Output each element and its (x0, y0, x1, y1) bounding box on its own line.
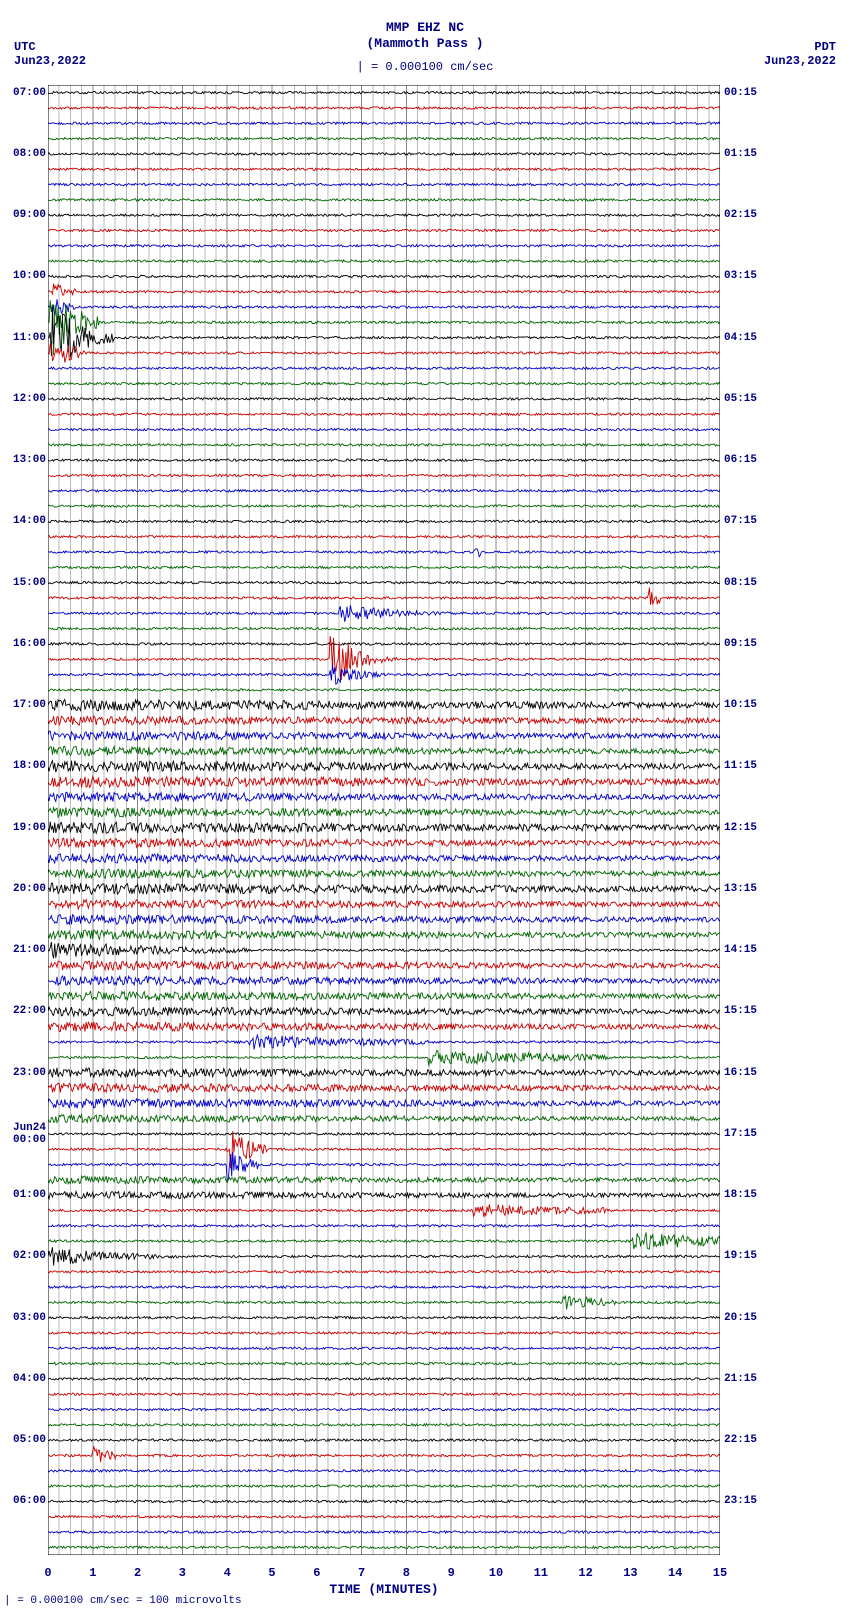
time-label: 09:15 (724, 638, 770, 650)
time-label: 22:15 (724, 1434, 770, 1446)
time-label: 01:15 (724, 148, 770, 160)
time-label: 03:15 (724, 270, 770, 282)
time-label: 19:00 (0, 822, 46, 834)
time-label: 23:00 (0, 1067, 46, 1079)
time-label: 14:00 (0, 515, 46, 527)
time-label: 08:00 (0, 148, 46, 160)
time-label: 03:00 (0, 1312, 46, 1324)
timezone-left: UTC Jun23,2022 (14, 40, 86, 68)
time-label: 12:00 (0, 393, 46, 405)
time-label: 13:15 (724, 883, 770, 895)
x-tick: 0 (44, 1566, 51, 1580)
time-label: 21:15 (724, 1373, 770, 1385)
x-tick: 15 (713, 1566, 727, 1580)
time-label: 18:15 (724, 1189, 770, 1201)
footer-scale: | = 0.000100 cm/sec = 100 microvolts (4, 1595, 242, 1607)
time-label: 19:15 (724, 1250, 770, 1262)
x-tick: 6 (313, 1566, 320, 1580)
time-label: 11:15 (724, 760, 770, 772)
time-label: 21:00 (0, 944, 46, 956)
x-tick: 10 (489, 1566, 503, 1580)
time-label: 05:15 (724, 393, 770, 405)
seismogram-page: MMP EHZ NC (Mammoth Pass ) | = 0.000100 … (0, 0, 850, 1613)
time-label: 09:00 (0, 209, 46, 221)
x-tick: 5 (268, 1566, 275, 1580)
x-tick: 9 (448, 1566, 455, 1580)
time-label: 10:15 (724, 699, 770, 711)
timezone-right: PDT Jun23,2022 (764, 40, 836, 68)
time-label: 11:00 (0, 332, 46, 344)
x-tick: 2 (134, 1566, 141, 1580)
tz-left-label: UTC (14, 40, 36, 54)
time-label: 05:00 (0, 1434, 46, 1446)
tz-right-label: PDT (814, 40, 836, 54)
x-axis: 0123456789101112131415 TIME (MINUTES) (48, 1560, 720, 1600)
time-label: 07:00 (0, 87, 46, 99)
time-label: 06:15 (724, 454, 770, 466)
x-tick: 13 (623, 1566, 637, 1580)
time-label: 14:15 (724, 944, 770, 956)
x-tick: 11 (534, 1566, 548, 1580)
time-label: 07:15 (724, 515, 770, 527)
tz-right-date: Jun23,2022 (764, 54, 836, 68)
x-tick: 3 (179, 1566, 186, 1580)
time-label: 06:00 (0, 1495, 46, 1507)
header: MMP EHZ NC (Mammoth Pass ) (0, 20, 850, 51)
x-tick: 1 (89, 1566, 96, 1580)
time-label: 10:00 (0, 270, 46, 282)
x-tick: 12 (578, 1566, 592, 1580)
time-label: 02:15 (724, 209, 770, 221)
time-label: 00:15 (724, 87, 770, 99)
time-label: 23:15 (724, 1495, 770, 1507)
time-label: 08:15 (724, 577, 770, 589)
station-location: (Mammoth Pass ) (0, 36, 850, 52)
time-label: 22:00 (0, 1005, 46, 1017)
time-label: 13:00 (0, 454, 46, 466)
station-code: MMP EHZ NC (0, 20, 850, 36)
scale-note: | = 0.000100 cm/sec (0, 60, 850, 74)
time-label: 04:15 (724, 332, 770, 344)
x-tick: 7 (358, 1566, 365, 1580)
seismogram-plot (48, 85, 720, 1555)
time-label: Jun24 00:00 (0, 1122, 46, 1146)
time-label: 20:15 (724, 1312, 770, 1324)
time-label: 16:15 (724, 1067, 770, 1079)
time-label: 16:00 (0, 638, 46, 650)
time-label: 17:15 (724, 1128, 770, 1140)
x-tick: 8 (403, 1566, 410, 1580)
time-label: 15:00 (0, 577, 46, 589)
time-label: 01:00 (0, 1189, 46, 1201)
time-label: 15:15 (724, 1005, 770, 1017)
time-label: 02:00 (0, 1250, 46, 1262)
right-time-labels: 00:15 01:15 02:15 03:15 04:15 05:15 06:15 07:15… (724, 85, 770, 1555)
time-label: 17:00 (0, 699, 46, 711)
time-label: 20:00 (0, 883, 46, 895)
time-label: 12:15 (724, 822, 770, 834)
tz-left-date: Jun23,2022 (14, 54, 86, 68)
x-tick: 4 (224, 1566, 231, 1580)
time-label: 04:00 (0, 1373, 46, 1385)
left-time-labels: 07:00 08:00 09:00 10:00 11:00 12:00 13:00 14:00… (0, 85, 46, 1555)
time-label: 18:00 (0, 760, 46, 772)
x-tick: 14 (668, 1566, 682, 1580)
